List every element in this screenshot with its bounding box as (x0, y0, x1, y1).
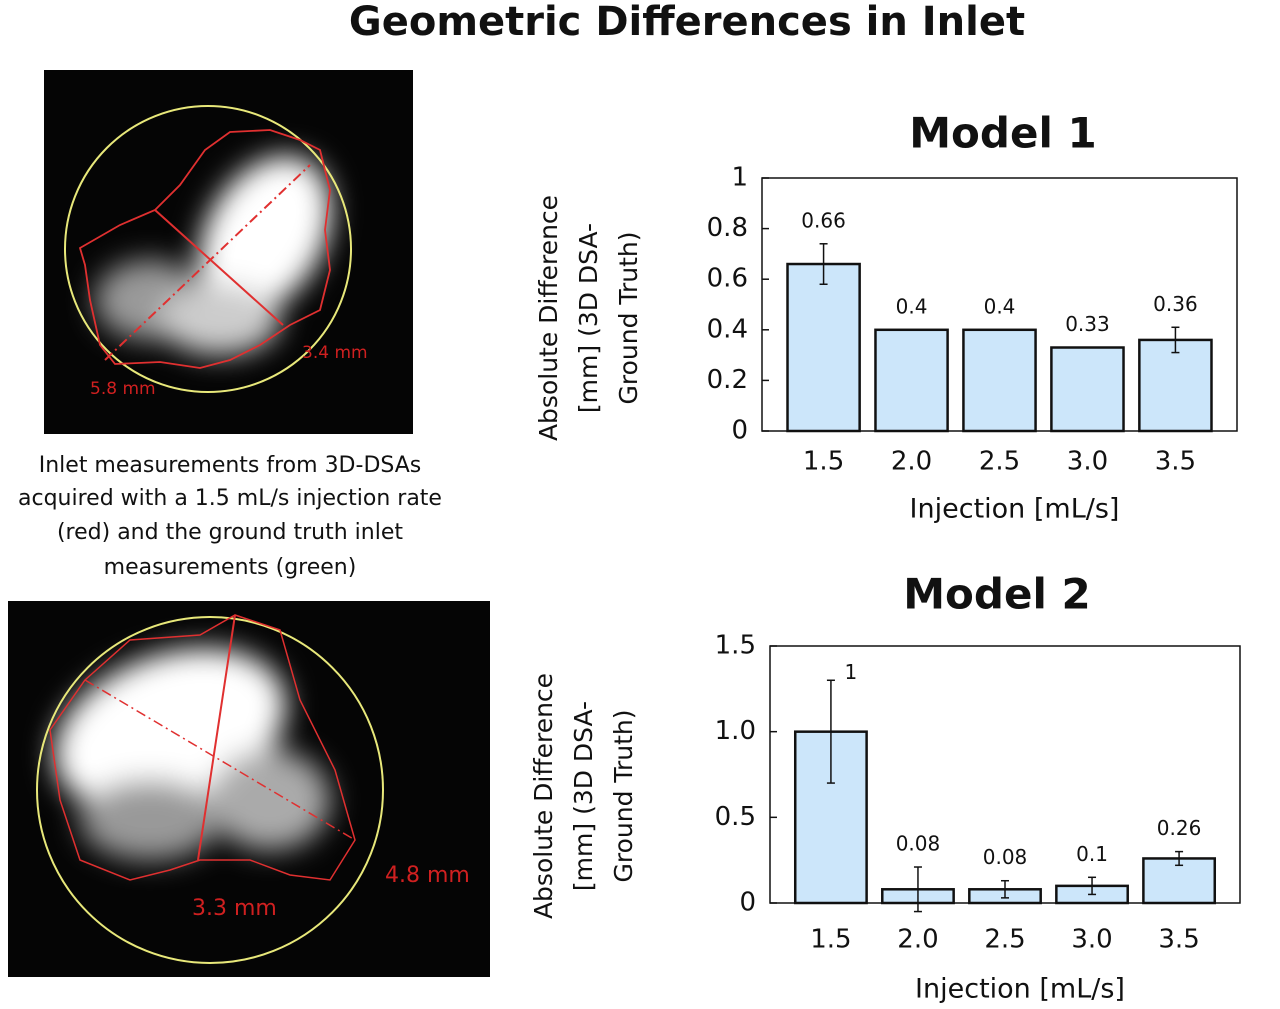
y-tick-label: 0.6 (707, 264, 748, 294)
caption-line: measurements (green) (104, 555, 357, 580)
axes-box (761, 177, 1238, 432)
data-label: 1 (845, 660, 858, 684)
bar (1138, 338, 1213, 433)
measurement-label: 4.8 mm (385, 863, 470, 888)
y-tick-label: 0.5 (715, 802, 756, 832)
y-tick-label: 0.2 (707, 365, 748, 395)
caption-line: (red) and the ground truth inlet (57, 520, 403, 545)
x-tick-label: 1.5 (803, 447, 844, 477)
y-axis-label: [mm] (3D DSA- (574, 223, 603, 413)
y-tick-label: 1 (731, 163, 748, 193)
chart-title: Model 1 (909, 109, 1096, 158)
measurement-label: 3.3 mm (192, 896, 277, 921)
y-axis-label: Absolute Difference (529, 673, 558, 919)
y-tick-label: 0 (731, 416, 748, 446)
data-label: 0.08 (896, 832, 941, 856)
data-label: 0.66 (801, 208, 846, 232)
y-axis-label: [mm] (3D DSA- (569, 701, 598, 891)
measurement-label: 3.4 mm (302, 343, 368, 363)
x-axis-label: Injection [mL/s] (910, 494, 1120, 525)
image-2: 3.3 mm 4.8 mm (8, 601, 490, 977)
y-tick-label: 0.4 (707, 314, 748, 344)
bar (962, 328, 1037, 433)
x-tick-label: 2.0 (897, 925, 938, 955)
x-tick-label: 1.5 (810, 925, 851, 955)
x-tick-label: 3.5 (1155, 447, 1196, 477)
axes-box (769, 645, 1241, 904)
x-tick-label: 2.0 (891, 447, 932, 477)
data-label: 0.4 (896, 294, 928, 318)
caption: Inlet measurements from 3D-DSAs acquired… (18, 453, 442, 580)
y-axis-label: Ground Truth) (614, 231, 643, 404)
figure-title: Geometric Differences in Inlet (349, 0, 1025, 45)
y-tick-label: 1.0 (715, 716, 756, 746)
x-tick-label: 3.0 (1067, 447, 1108, 477)
x-tick-label: 3.5 (1158, 925, 1199, 955)
x-tick-label: 3.0 (1071, 925, 1112, 955)
bar (1050, 346, 1125, 433)
y-tick-label: 0 (739, 888, 756, 918)
data-label: 0.4 (984, 294, 1016, 318)
caption-line: Inlet measurements from 3D-DSAs (39, 453, 422, 478)
data-label: 0.08 (983, 845, 1028, 869)
x-tick-label: 2.5 (979, 447, 1020, 477)
image-1: 5.8 mm 3.4 mm (44, 70, 413, 434)
chart-title: Model 2 (903, 570, 1090, 619)
y-axis-label: Absolute Difference (534, 195, 563, 441)
y-tick-label: 1.5 (715, 631, 756, 661)
y-axis-label: Ground Truth) (609, 709, 638, 882)
bar (786, 262, 861, 433)
data-label: 0.33 (1065, 312, 1110, 336)
caption-line: acquired with a 1.5 mL/s injection rate (18, 486, 442, 511)
data-label: 0.36 (1153, 292, 1198, 316)
x-tick-label: 2.5 (984, 925, 1025, 955)
data-label: 0.26 (1157, 816, 1202, 840)
y-tick-label: 0.8 (707, 213, 748, 243)
x-axis-label: Injection [mL/s] (915, 974, 1125, 1005)
data-label: 0.1 (1076, 842, 1108, 866)
measurement-label: 5.8 mm (90, 379, 156, 399)
bar (874, 328, 949, 433)
